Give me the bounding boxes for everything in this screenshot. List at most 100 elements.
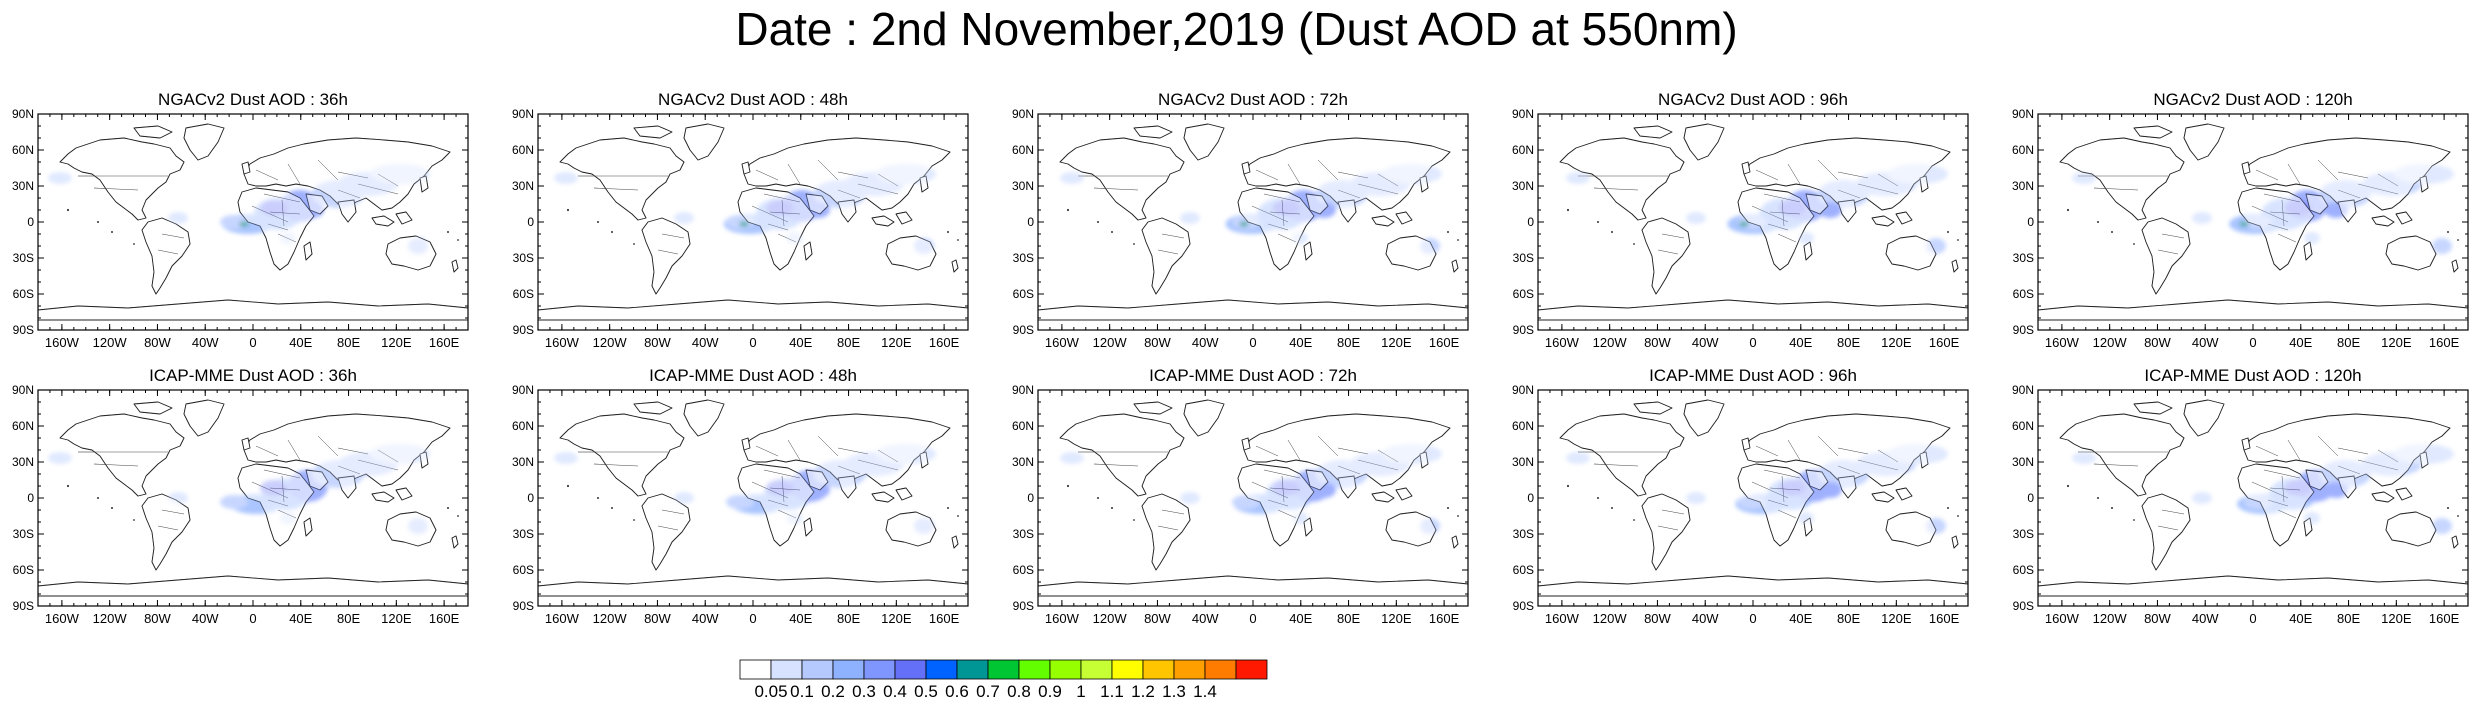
- lon-tick-label: 80W: [1144, 335, 1171, 350]
- figure-title: Date : 2nd November,2019 (Dust AOD at 55…: [735, 3, 1738, 55]
- colorbar-swatch: [1111, 659, 1144, 680]
- lat-tick-label: 60N: [2012, 419, 2034, 433]
- lon-tick-label: 120E: [381, 611, 412, 626]
- colorbar-label: 0.05: [754, 682, 787, 701]
- lon-tick-label: 120E: [2381, 611, 2412, 626]
- map-panels: NGACv2 Dust AOD : 36h 90N 60N 30N 0 30S 60S 90S…: [12, 90, 2469, 626]
- lat-tick-label: 90N: [2012, 383, 2034, 397]
- lat-tick-label: 90N: [2012, 107, 2034, 121]
- colorbar-swatch: [987, 659, 1020, 680]
- lon-tick-label: 40W: [192, 335, 219, 350]
- lon-tick-label: 120W: [2093, 611, 2128, 626]
- lon-tick-label: 160W: [1045, 335, 1080, 350]
- colorbar-label: 0.4: [883, 682, 907, 701]
- lon-tick-label: 80W: [644, 335, 671, 350]
- lat-tick-label: 30N: [1512, 179, 1534, 193]
- lon-tick-label: 160W: [2045, 611, 2080, 626]
- lat-tick-label: 0: [27, 215, 34, 229]
- lon-tick-label: 160E: [929, 611, 960, 626]
- lon-tick-label: 0: [2249, 335, 2256, 350]
- colorbar-label: 1.3: [1162, 682, 1186, 701]
- lon-tick-label: 80E: [837, 611, 860, 626]
- panel-title: ICAP-MME Dust AOD : 48h: [649, 366, 857, 385]
- lat-tick-label: 30S: [1513, 527, 1534, 541]
- lon-tick-label: 160E: [429, 611, 460, 626]
- lat-tick-label: 60N: [1512, 419, 1534, 433]
- lat-tick-label: 30S: [513, 527, 534, 541]
- lat-tick-label: 90N: [1012, 383, 1034, 397]
- lat-tick-label: 90S: [1513, 599, 1534, 613]
- lon-tick-label: 160W: [45, 611, 80, 626]
- lat-tick-label: 0: [1527, 491, 1534, 505]
- lat-tick-label: 30N: [512, 455, 534, 469]
- lat-tick-label: 30S: [2013, 527, 2034, 541]
- lon-tick-label: 80E: [837, 335, 860, 350]
- lat-tick-label: 30S: [2013, 251, 2034, 265]
- lon-tick-label: 80W: [644, 611, 671, 626]
- lat-tick-label: 90S: [13, 599, 34, 613]
- map-panel: NGACv2 Dust AOD : 48h 90N 60N 30N 0 30S 60S 90S…: [512, 90, 969, 350]
- colorbar-label: 0.9: [1038, 682, 1062, 701]
- lon-tick-label: 40E: [1789, 611, 1812, 626]
- colorbar-swatch: [863, 659, 896, 680]
- lon-tick-label: 80W: [1644, 335, 1671, 350]
- lon-tick-label: 0: [1249, 335, 1256, 350]
- map-content: [2038, 114, 2468, 330]
- colorbar-label: 0.1: [790, 682, 814, 701]
- colorbar-label: 1.2: [1131, 682, 1155, 701]
- colorbar-label: 0.8: [1007, 682, 1031, 701]
- lon-tick-label: 40E: [1289, 611, 1312, 626]
- lon-tick-label: 120W: [593, 611, 628, 626]
- lon-tick-label: 40W: [192, 611, 219, 626]
- lat-tick-label: 30N: [2012, 179, 2034, 193]
- lon-tick-label: 160W: [545, 611, 580, 626]
- colorbar-label: 0.6: [945, 682, 969, 701]
- lat-tick-label: 60N: [1512, 143, 1534, 157]
- colorbar-label: 1: [1076, 682, 1085, 701]
- lon-tick-label: 120E: [1881, 611, 1912, 626]
- lat-tick-label: 90S: [1513, 323, 1534, 337]
- lat-tick-label: 90S: [513, 323, 534, 337]
- lat-tick-label: 60S: [1513, 287, 1534, 301]
- lon-tick-label: 80W: [144, 335, 171, 350]
- lat-tick-label: 60S: [2013, 287, 2034, 301]
- lon-tick-label: 160W: [545, 335, 580, 350]
- map-panel: NGACv2 Dust AOD : 120h 90N 60N 30N 0 30S 60S 90…: [2012, 90, 2469, 350]
- lon-tick-label: 40E: [789, 335, 812, 350]
- panel-title: NGACv2 Dust AOD : 120h: [2153, 90, 2352, 109]
- lat-tick-label: 30N: [12, 179, 34, 193]
- lat-tick-label: 0: [1527, 215, 1534, 229]
- lon-tick-label: 160E: [1929, 611, 1960, 626]
- lon-tick-label: 0: [1749, 611, 1756, 626]
- lat-tick-label: 90N: [12, 383, 34, 397]
- lon-tick-label: 40E: [2289, 335, 2312, 350]
- lat-tick-label: 0: [527, 491, 534, 505]
- lon-tick-label: 80W: [2144, 335, 2171, 350]
- lat-tick-label: 60N: [512, 143, 534, 157]
- lat-tick-label: 90N: [12, 107, 34, 121]
- lon-tick-label: 80E: [2337, 611, 2360, 626]
- panel-title: NGACv2 Dust AOD : 72h: [1158, 90, 1348, 109]
- map-panel: ICAP-MME Dust AOD : 120h 90N 60N 30N 0 30S 60S…: [2012, 366, 2469, 626]
- map-panel: NGACv2 Dust AOD : 96h 90N 60N 30N 0 30S 60S 90S…: [1512, 90, 1969, 350]
- lon-tick-label: 80E: [1837, 611, 1860, 626]
- lon-tick-label: 120W: [1093, 611, 1128, 626]
- lon-tick-label: 160E: [429, 335, 460, 350]
- lon-tick-label: 40W: [692, 611, 719, 626]
- colorbar-swatch: [770, 659, 803, 680]
- lat-tick-label: 30S: [13, 527, 34, 541]
- lat-tick-label: 90N: [1512, 107, 1534, 121]
- lon-tick-label: 120W: [1593, 611, 1628, 626]
- lat-tick-label: 60S: [1013, 563, 1034, 577]
- map-content: [38, 390, 468, 606]
- lat-tick-label: 90S: [2013, 323, 2034, 337]
- colorbar-swatch: [1235, 659, 1268, 680]
- lon-tick-label: 0: [749, 335, 756, 350]
- lon-tick-label: 40E: [2289, 611, 2312, 626]
- colorbar: 0.05 0.1 0.2 0.3 0.4 0.5 0.6 0.7 0.8 0.9 1 1.1 1.2 1.…: [739, 659, 1268, 701]
- lon-tick-label: 160E: [2429, 611, 2460, 626]
- lat-tick-label: 60N: [2012, 143, 2034, 157]
- lon-tick-label: 40W: [1692, 611, 1719, 626]
- lat-tick-label: 30S: [13, 251, 34, 265]
- map-content: [538, 390, 968, 606]
